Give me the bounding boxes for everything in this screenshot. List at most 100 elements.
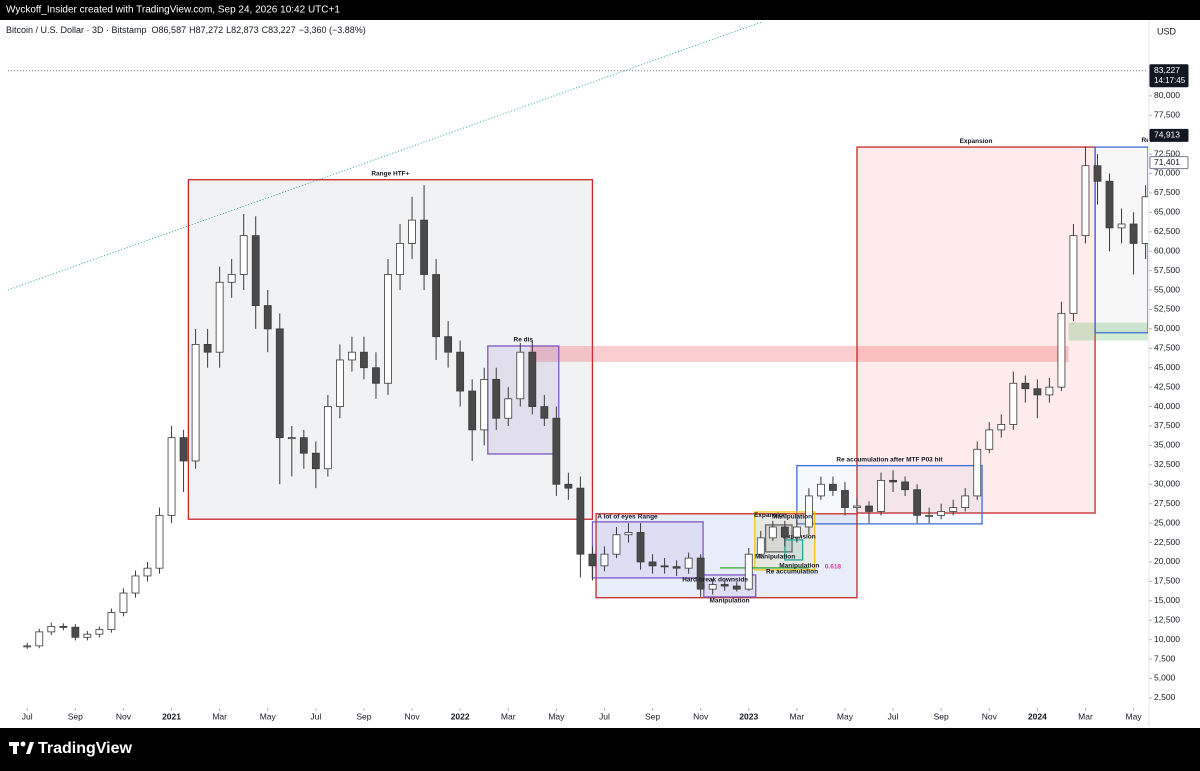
candle-body: [600, 553, 609, 567]
candle-body: [408, 219, 416, 244]
x-tick-label: Jul: [310, 711, 321, 721]
candle-body: [937, 511, 946, 516]
x-tick-label: 2021: [162, 711, 181, 721]
x-tick-label: May: [260, 711, 277, 721]
candle-body: [817, 483, 825, 497]
price-tag-time: 14:17:45: [1154, 76, 1186, 85]
annotation-box: [591, 521, 704, 579]
y-tick-label: 55,000: [1154, 284, 1180, 294]
plot: Range HTF+ Re dis Expansion Re accumulation…: [8, 22, 1150, 649]
x-tick-label: 2023: [739, 711, 758, 721]
symbol-legend: Bitcoin / U.S. Dollar · 3D · Bitstamp O86…: [6, 25, 366, 35]
y-tick-label: 45,000: [1154, 362, 1180, 372]
x-tick-label: Nov: [693, 711, 709, 721]
x-tick-label: Jul: [22, 711, 33, 721]
y-tick-label: 67,500: [1154, 187, 1180, 197]
y-tick-label: 80,000: [1154, 90, 1180, 100]
x-tick-label: May: [837, 711, 854, 721]
candle-body: [961, 495, 970, 508]
candle-body: [179, 437, 188, 462]
candle-body: [684, 557, 693, 569]
candle-body: [1057, 312, 1066, 388]
quote-value: −3,360 (−3.88%): [299, 25, 366, 35]
axes: 2,500 5,000 7,500 10,000 12,500 15,000 17,500 2…: [22, 20, 1189, 727]
x-tick-label: Nov: [116, 711, 132, 721]
candle-body: [239, 235, 248, 275]
y-tick-label: 15,000: [1154, 595, 1180, 605]
candle-body: [251, 235, 260, 306]
y-tick-label: 57,500: [1154, 265, 1180, 275]
candle-body: [1045, 386, 1054, 396]
price-tag: [1149, 128, 1189, 142]
candle-body: [263, 305, 272, 330]
candle-body: [540, 406, 549, 419]
y-tick-label: 42,500: [1154, 381, 1180, 391]
y-tick-label: 5,000: [1154, 673, 1176, 683]
y-tick-label: 10,000: [1154, 634, 1180, 644]
annotation-label: Re: [1141, 137, 1150, 144]
candle-body: [203, 344, 212, 353]
candle-body: [1081, 165, 1090, 237]
candle-body: [131, 575, 140, 594]
candle-body: [672, 566, 681, 569]
candle-body: [877, 479, 885, 512]
x-tick-label: 2024: [1028, 711, 1047, 721]
candle-body: [1021, 382, 1030, 390]
annotation-box: [784, 539, 804, 561]
price-tag: [1149, 64, 1189, 88]
annotation-label: Re accumulation after MTF P03 hit: [836, 456, 943, 463]
candle-body: [143, 567, 152, 577]
candle-body: [696, 557, 705, 590]
candle-body: [275, 328, 284, 439]
x-tick-label: Mar: [1078, 711, 1093, 721]
price-tag-label: 71,401: [1154, 157, 1180, 167]
candle-body: [949, 507, 958, 512]
y-tick-label: 77,500: [1154, 109, 1180, 119]
candle-body: [1105, 180, 1114, 229]
y-tick-label: 62,500: [1154, 226, 1180, 236]
price-tag-label: 74,913: [1154, 130, 1180, 140]
candle-body: [552, 417, 561, 485]
candle-body: [973, 448, 982, 497]
candle-body: [384, 274, 392, 384]
candle-body: [311, 452, 320, 470]
y-tick-label: 12,500: [1154, 614, 1180, 624]
candle-body: [504, 398, 513, 419]
annotation-text: Re accumulation: [766, 569, 818, 576]
candle-body: [83, 633, 92, 638]
symbol: Bitcoin / U.S. Dollar · 3D · Bitstamp: [6, 25, 147, 35]
candle-body: [1069, 235, 1078, 314]
candle-body: [756, 537, 765, 555]
candle-body: [564, 483, 573, 489]
candle-body: [829, 483, 837, 491]
candle-body: [107, 612, 116, 630]
annotation-label: Re dis: [514, 337, 534, 344]
candle-body: [59, 626, 68, 628]
annotation-label: Expansion: [960, 138, 993, 145]
y-tick-label: 30,000: [1154, 479, 1180, 489]
candle-body: [492, 378, 501, 419]
candle-body: [648, 561, 657, 567]
candle-body: [985, 429, 994, 450]
x-tick-label: Jul: [599, 711, 610, 721]
annotation-text: 0.618: [825, 564, 842, 571]
candle-body: [744, 553, 753, 590]
price-tag: [1149, 156, 1189, 170]
candle-body: [35, 631, 44, 647]
candle-body: [804, 495, 813, 528]
annotation-text: Manipulation: [755, 554, 795, 561]
candle-body: [191, 344, 200, 462]
currency: USD: [1157, 26, 1177, 36]
candle-body: [720, 584, 729, 587]
candle-body: [47, 626, 56, 633]
candle-body: [1009, 382, 1018, 425]
candle-body: [420, 219, 428, 275]
y-tick-label: 27,500: [1154, 498, 1180, 508]
y-tick-label: 2,500: [1154, 692, 1176, 702]
candle-body: [792, 526, 801, 538]
y-tick-label: 65,000: [1154, 207, 1180, 217]
candle-body: [119, 592, 128, 613]
annotation-label: Manipulation: [709, 598, 749, 605]
candle-body: [372, 367, 380, 384]
candle-body: [612, 534, 621, 555]
